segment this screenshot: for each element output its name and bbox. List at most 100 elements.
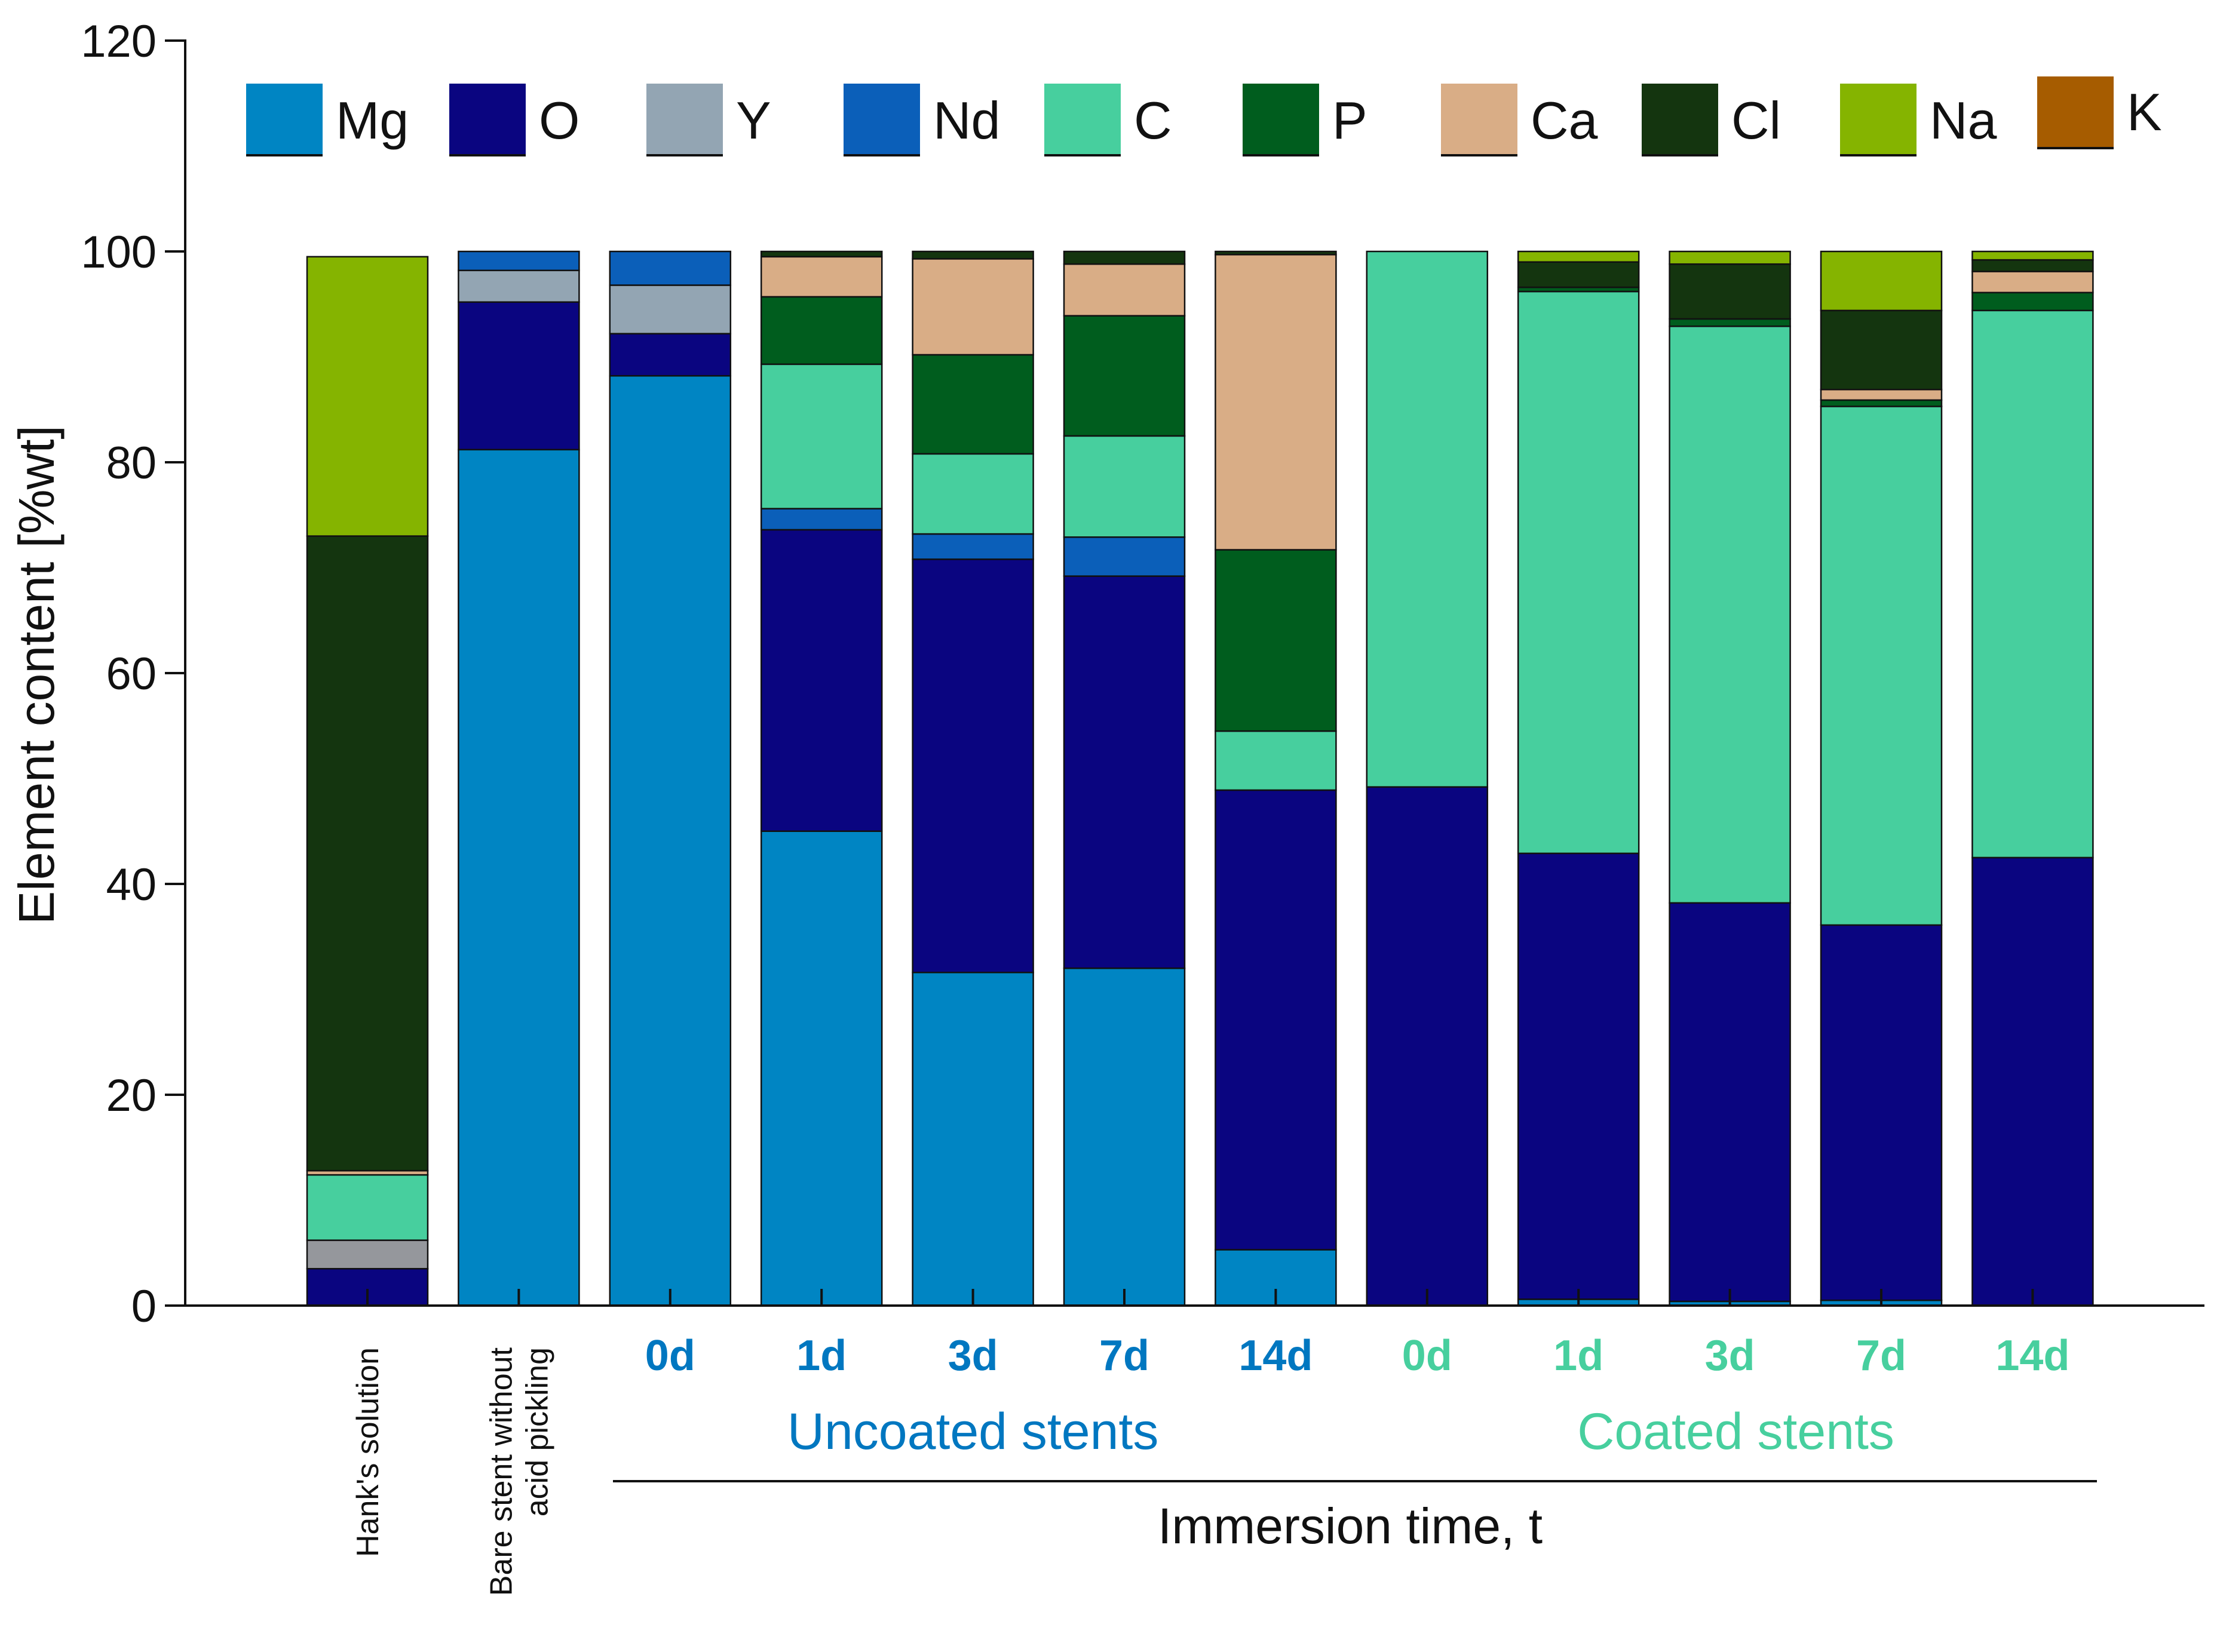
legend-swatch-p [1243,84,1319,154]
legend-label-nd: Nd [933,91,1001,150]
y-axis-title: Element content [%wt] [8,425,65,925]
bar-segment-o [1063,575,1186,969]
bar-segment-mg [458,449,580,1307]
bar-stack [760,250,883,1307]
legend-label-o: O [539,91,579,150]
bar-segment-nd [609,250,732,286]
bar-segment-nd [760,508,883,531]
bar-segment-p [1820,399,1943,407]
category-label-uncoated-14d: 14d [1238,1332,1313,1380]
y-tick-label: 0 [131,1281,157,1332]
category-label-coated-3d: 3d [1705,1332,1755,1380]
legend-item-p: P [1243,84,1367,156]
bar-segment-c [760,363,883,509]
legend-item-o: O [449,84,579,156]
bar-segment-o [1366,786,1489,1307]
bar-segment-c [1971,309,2094,859]
category-label-uncoated-1d: 1d [796,1332,847,1380]
bar-segment-cl [1517,261,1640,288]
category-label-coated-1d: 1d [1553,1332,1603,1380]
bar-segment-o [760,529,883,833]
bar-segment-ca [760,256,883,298]
bar-segment-cl [1820,309,1943,391]
category-label-bare-line2: acid pickling [520,1347,554,1516]
legend-swatch-c [1044,84,1121,154]
legend-item-nd: Nd [844,84,1001,156]
category-label-uncoated-3d: 3d [948,1332,998,1380]
bar-segment-o [458,301,580,451]
bar-segment-c [912,453,1034,535]
category-label-coated-7d: 7d [1856,1332,1906,1380]
bar-segment-cl [1215,250,1337,256]
bar-segment-p [1971,291,2094,312]
bar-segment-cl [1063,250,1186,265]
bar-segment-mg [912,972,1034,1307]
category-label-coated-14d: 14d [1995,1332,2069,1380]
bar-stack [458,250,580,1307]
legend-swatch-o [449,84,526,154]
bar-stack [912,250,1034,1307]
bar-stack [306,256,429,1307]
legend-item-k: K [2037,76,2162,149]
legend-item-mg: Mg [246,84,409,156]
bar-segment-o [1215,789,1337,1251]
legend-label-cl: Cl [1731,91,1781,150]
bar-segment-o [609,333,732,377]
bar-segment-ca [1971,271,2094,294]
bar-segment-na [1971,250,2094,261]
bar-stack [1063,250,1186,1307]
y-tick-label: 20 [106,1070,157,1121]
bar-stack [1669,250,1791,1307]
legend-label-c: C [1134,91,1172,150]
x-axis-title: Immersion time, t [1158,1498,1543,1554]
bar-segment-c [306,1174,429,1241]
bar-segment-ca [912,258,1034,356]
bar-stack [1820,250,1943,1307]
bar-segment-cl [1669,263,1791,320]
bar-segment-cl [760,250,883,258]
bar-segment-p [912,354,1034,455]
bar-segment-c [1063,435,1186,538]
y-tick-label: 40 [106,859,157,910]
bar-segment-y [609,284,732,334]
bar-segment-o [912,558,1034,974]
group-label-coated: Coated stents [1577,1403,1894,1460]
bar-segment-o [1820,924,1943,1301]
bar-segment-o [1517,852,1640,1300]
legend-item-cl: Cl [1642,84,1781,156]
group-label-uncoated: Uncoated stents [787,1403,1158,1460]
bar-segment-cl [1971,259,2094,272]
legend-swatch-y [646,84,723,154]
category-label-bare-line1: Bare stent without [484,1347,519,1596]
bar-segment-nd [1063,536,1186,577]
bar-segment-na [306,256,429,537]
y-tick-label: 120 [81,16,157,67]
bar-segment-ca [1820,388,1943,401]
bar-segment-na [1820,250,1943,312]
legend-swatch-cl [1642,84,1718,154]
x-axis: Hank's solution Bare stent without acid pi… [185,1289,2204,1596]
bar-segment-c [1669,326,1791,904]
bar-segment-o [1669,902,1791,1303]
legend-swatch-na [1840,84,1917,154]
legend-label-na: Na [1930,91,1997,150]
category-label-coated-0d: 0d [1402,1332,1452,1380]
bar-segment-c [1820,406,1943,926]
bar-segment-c [1366,250,1489,788]
bar-segment-mg [1063,967,1186,1307]
bar-segment-mg [760,830,883,1307]
bar-segment-c [1215,730,1337,791]
category-label-hanks: Hank's solution [351,1347,385,1557]
bar-segment-nd [458,250,580,272]
bar-segment-p [1063,315,1186,437]
legend-swatch-k [2037,76,2114,147]
legend-swatch-ca [1441,84,1517,154]
bar-segment-nd [912,533,1034,560]
y-axis: 0 20 40 60 80 100 120 [81,16,186,1332]
legend-item-y: Y [646,84,771,156]
legend-label-k: K [2127,82,2162,142]
bar-segment-mg [609,375,732,1307]
category-label-uncoated-7d: 7d [1099,1332,1149,1380]
bar-segment-y [458,269,580,303]
